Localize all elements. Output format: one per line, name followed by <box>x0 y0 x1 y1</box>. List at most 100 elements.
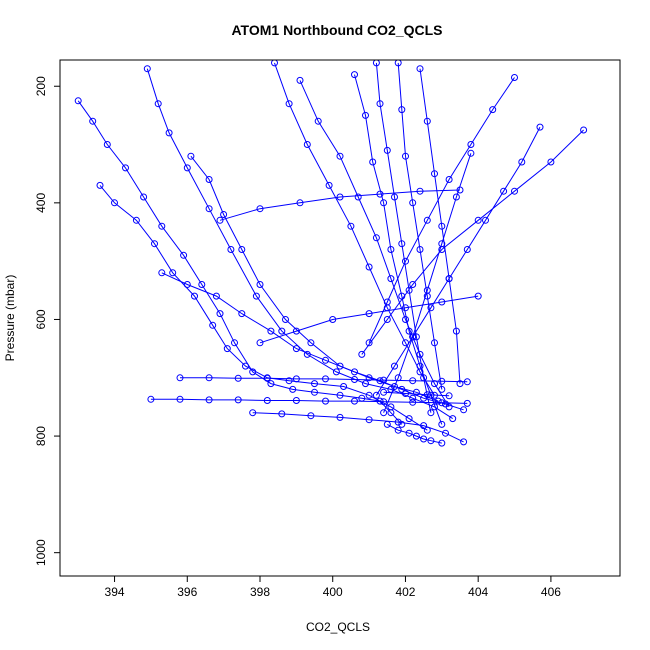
data-point <box>402 316 409 323</box>
data-point <box>376 100 384 108</box>
data-point <box>336 193 344 201</box>
data-point <box>463 399 471 407</box>
data-point <box>285 100 293 108</box>
data-point <box>303 141 311 148</box>
data-point <box>398 240 406 248</box>
data-point <box>431 339 438 347</box>
series-line-18 <box>219 189 461 221</box>
data-point <box>427 304 435 312</box>
data-point <box>431 170 438 178</box>
series-line-3 <box>161 272 464 411</box>
data-point <box>234 374 242 382</box>
data-point <box>169 269 177 277</box>
data-point <box>365 310 373 318</box>
data-point <box>212 292 220 300</box>
series-line-20 <box>387 423 442 444</box>
series-line-7 <box>252 412 464 443</box>
x-tick-label: 402 <box>395 585 415 599</box>
data-point <box>325 181 333 189</box>
data-point <box>322 375 329 383</box>
data-point <box>216 310 224 318</box>
data-point <box>409 377 417 385</box>
series-line-12 <box>397 62 443 390</box>
data-point <box>216 216 224 224</box>
data-point <box>267 327 275 335</box>
data-point <box>198 281 206 288</box>
data-point <box>423 117 431 125</box>
x-tick-label: 400 <box>323 585 343 599</box>
data-point <box>456 380 464 388</box>
series-line-5 <box>150 398 468 404</box>
data-point <box>183 281 191 288</box>
data-point <box>383 298 391 306</box>
data-point <box>296 199 304 207</box>
y-axis: 200 400 600 800 1000 <box>34 76 60 566</box>
data-point <box>351 397 358 405</box>
chart-title: ATOM1 Northbound CO2_QCLS <box>231 22 442 38</box>
data-point <box>409 394 417 402</box>
data-point <box>289 385 297 393</box>
y-axis-label: Pressure (mbar) <box>3 275 17 362</box>
data-point <box>438 377 446 385</box>
data-point <box>249 409 257 417</box>
series-line-13 <box>419 68 461 384</box>
series-line-19 <box>259 295 479 344</box>
data-point <box>438 420 446 428</box>
data-point <box>220 211 228 218</box>
data-point <box>205 396 213 404</box>
plot-frame <box>59 59 621 577</box>
data-point <box>180 251 188 259</box>
data-point <box>372 391 380 399</box>
data-point <box>151 240 158 248</box>
data-point <box>402 152 409 160</box>
data-point <box>296 76 304 84</box>
plot-area <box>74 60 588 447</box>
data-point <box>423 391 431 399</box>
y-tick-label: 400 <box>34 193 48 213</box>
data-point <box>442 429 449 437</box>
data-point <box>205 176 213 183</box>
data-point <box>165 129 173 137</box>
data-point <box>409 199 417 207</box>
data-point <box>336 152 344 160</box>
data-point <box>518 158 526 166</box>
data-point <box>402 390 409 397</box>
series-line-16 <box>368 77 515 344</box>
data-point <box>420 422 428 430</box>
data-point <box>132 216 140 224</box>
data-point <box>438 439 446 447</box>
data-point <box>252 292 260 300</box>
data-point <box>292 327 300 335</box>
data-point <box>74 97 82 105</box>
data-point <box>445 403 453 411</box>
data-point <box>580 126 588 134</box>
x-tick-label: 406 <box>541 585 561 599</box>
data-point <box>398 420 406 428</box>
data-point <box>376 190 384 198</box>
data-point <box>292 375 300 383</box>
data-point <box>285 377 293 385</box>
data-point <box>383 146 391 154</box>
data-point <box>412 432 420 440</box>
data-point <box>158 269 166 277</box>
data-point <box>347 222 355 230</box>
series-line-17 <box>383 153 472 413</box>
data-point <box>445 275 453 283</box>
data-point <box>380 199 388 207</box>
data-point <box>398 106 406 114</box>
data-point <box>231 339 238 347</box>
data-point <box>463 378 471 386</box>
data-point <box>463 246 471 253</box>
data-point <box>176 374 184 382</box>
data-point <box>176 395 184 403</box>
data-point <box>336 413 344 421</box>
data-point <box>387 246 395 253</box>
data-point <box>307 412 315 420</box>
data-point <box>314 117 322 125</box>
data-point <box>292 397 300 404</box>
data-point <box>372 234 380 242</box>
data-point <box>365 263 373 271</box>
data-point <box>292 345 300 353</box>
data-point <box>380 388 388 396</box>
